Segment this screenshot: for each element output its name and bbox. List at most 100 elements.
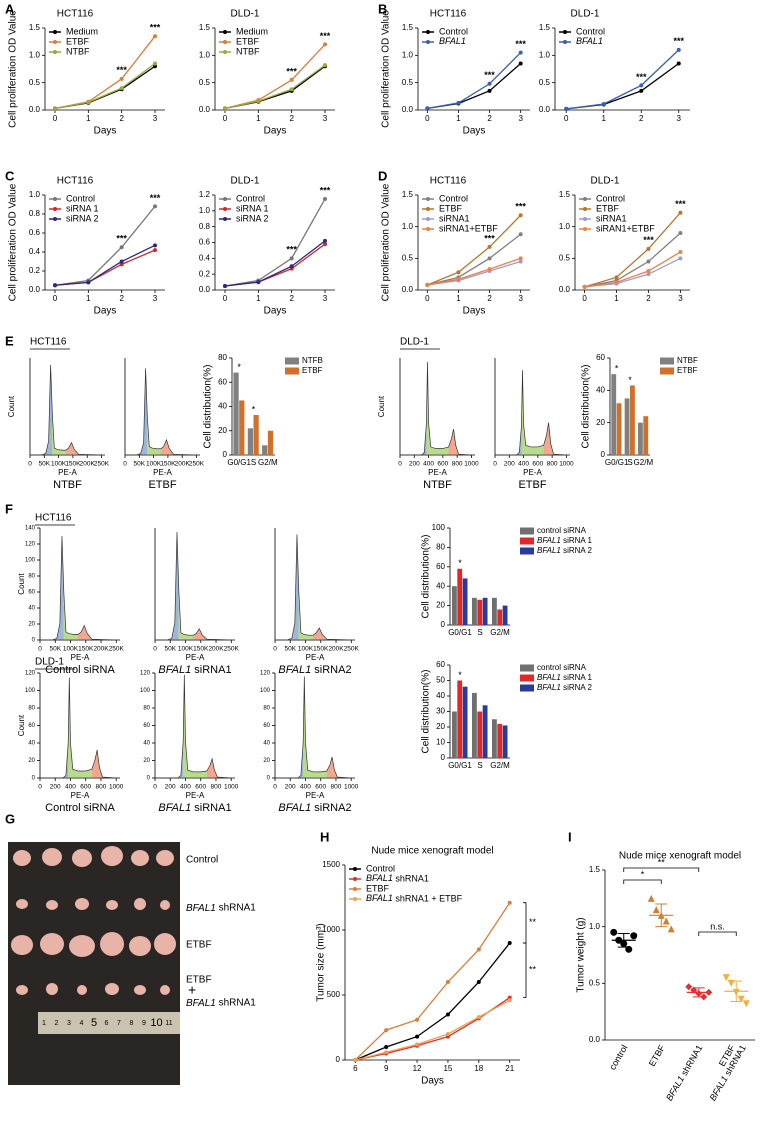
data-point bbox=[487, 256, 492, 261]
data-point bbox=[445, 980, 450, 984]
annotation: * bbox=[237, 362, 241, 372]
x-tick-label: 150K bbox=[313, 646, 329, 653]
sd-bar bbox=[730, 980, 743, 1002]
y-tick-label: 1.5 bbox=[402, 190, 414, 199]
data-point bbox=[353, 1058, 358, 1062]
data-point bbox=[415, 1017, 420, 1022]
annotation: *** bbox=[116, 234, 127, 244]
bar bbox=[452, 711, 457, 758]
y-tick-label: 1.0 bbox=[559, 222, 571, 231]
sample-label: Control siRNA bbox=[45, 802, 115, 814]
x-tick-label: 1000 bbox=[559, 461, 574, 468]
y-tick-label: 60 bbox=[28, 590, 35, 596]
annotation: *** bbox=[673, 36, 684, 46]
bar bbox=[472, 597, 477, 625]
data-point bbox=[425, 106, 430, 111]
x-tick-label: 150K bbox=[78, 646, 94, 653]
annotation: n.s. bbox=[710, 921, 725, 931]
x-tick-label: 200 bbox=[504, 461, 515, 468]
y-tick-label: 1.5 bbox=[539, 23, 551, 32]
x-tick-label: 2 bbox=[289, 114, 294, 123]
legend-label: siRNA 1 bbox=[236, 203, 269, 213]
ruler bbox=[38, 1012, 180, 1034]
x-tick-label: 200K bbox=[208, 646, 224, 653]
legend-label: ETBF bbox=[66, 36, 90, 46]
panel-label: B bbox=[378, 1, 387, 16]
x-tick-label: 400 bbox=[518, 461, 529, 468]
y-tick-label: 60 bbox=[143, 723, 150, 729]
y-axis-label: Cell distribution(%) bbox=[203, 365, 214, 449]
y-tick-label: 0.0 bbox=[539, 105, 551, 114]
legend-marker bbox=[583, 217, 587, 221]
x-tick-label: 50K bbox=[164, 646, 176, 653]
data-point bbox=[737, 995, 745, 1003]
x-tick-label: G0/G1 bbox=[448, 628, 472, 637]
data-point bbox=[119, 262, 124, 267]
y-tick-label: 0.0 bbox=[29, 105, 41, 114]
y-tick-label: 0.5 bbox=[539, 78, 551, 87]
x-tick-label: 0 bbox=[425, 294, 430, 303]
x-tick-label: 0 bbox=[273, 784, 277, 791]
legend-label: control siRNA bbox=[537, 526, 587, 535]
ruler-number: 5 bbox=[91, 1017, 97, 1029]
x-tick-label: 250K bbox=[109, 646, 125, 653]
legend-label: ETBF bbox=[236, 36, 260, 46]
data-point bbox=[153, 34, 157, 39]
chart-title: DLD-1 bbox=[231, 176, 260, 187]
y-tick-label: 0.0 bbox=[402, 105, 414, 114]
y-tick-label: 120 bbox=[25, 542, 36, 548]
data-point bbox=[323, 42, 327, 47]
y-tick-label: 100 bbox=[432, 523, 446, 532]
data-point bbox=[639, 88, 644, 93]
data-point bbox=[415, 1042, 420, 1047]
y-tick-label: 500 bbox=[327, 990, 341, 999]
y-axis-label: Cell proliferation OD Value bbox=[8, 183, 19, 301]
y-axis-label: Cell proliferation OD Value bbox=[381, 10, 392, 128]
ruler-number: 9 bbox=[142, 1020, 146, 1027]
x-axis-label: PE-A bbox=[71, 791, 90, 800]
y-tick-label: 20 bbox=[596, 418, 605, 427]
annotation: ** bbox=[658, 857, 666, 867]
data-point bbox=[119, 259, 124, 264]
legend-label: siRAN1+ETBF bbox=[596, 223, 655, 233]
y-axis-label: Cell proliferation OD Value bbox=[8, 10, 19, 128]
series-line bbox=[54, 63, 156, 109]
data-point bbox=[289, 77, 294, 82]
x-tick-label: 0 bbox=[53, 294, 58, 303]
y-tick-label: 20 bbox=[218, 426, 227, 435]
x-tick-label: BFAL1 shRNA1 bbox=[664, 1043, 704, 1102]
y-axis-label: Count bbox=[7, 395, 16, 417]
data-point bbox=[476, 1015, 481, 1020]
y-tick-label: 0.5 bbox=[559, 253, 571, 262]
y-tick-label: 1.0 bbox=[402, 50, 414, 59]
series-line bbox=[355, 999, 511, 1061]
bar bbox=[482, 597, 488, 625]
x-tick-label: 150K bbox=[160, 461, 176, 468]
y-tick-label: 80 bbox=[28, 574, 35, 580]
x-tick-label: 2 bbox=[289, 294, 294, 303]
x-tick-label: 1000 bbox=[109, 784, 124, 791]
y-tick-label: 10 bbox=[436, 738, 445, 747]
y-tick-label: 60 bbox=[436, 562, 445, 571]
y-tick-label: 20 bbox=[263, 758, 270, 764]
y-tick-label: 40 bbox=[218, 402, 227, 411]
data-point bbox=[53, 283, 57, 288]
y-tick-label: 1500 bbox=[322, 860, 340, 869]
series-line bbox=[224, 65, 326, 109]
annotation: * bbox=[641, 869, 645, 879]
legend-label: BFAL1 siRNA 1 bbox=[537, 673, 593, 682]
x-tick-label: 400 bbox=[65, 784, 76, 791]
legend-marker bbox=[223, 50, 227, 54]
annotation: *** bbox=[286, 245, 297, 255]
annotation: *** bbox=[320, 31, 331, 41]
y-tick-label: 80 bbox=[263, 706, 270, 712]
legend-label: Control bbox=[66, 193, 95, 203]
legend-swatch bbox=[520, 674, 534, 682]
x-tick-label: 800 bbox=[452, 461, 463, 468]
y-tick-label: 0.8 bbox=[199, 222, 211, 231]
data-point bbox=[582, 284, 587, 289]
photo bbox=[8, 842, 180, 1085]
bar bbox=[239, 400, 245, 455]
y-tick-label: 0.5 bbox=[29, 78, 41, 87]
y-axis-label: Cell distribution(%) bbox=[581, 365, 592, 449]
